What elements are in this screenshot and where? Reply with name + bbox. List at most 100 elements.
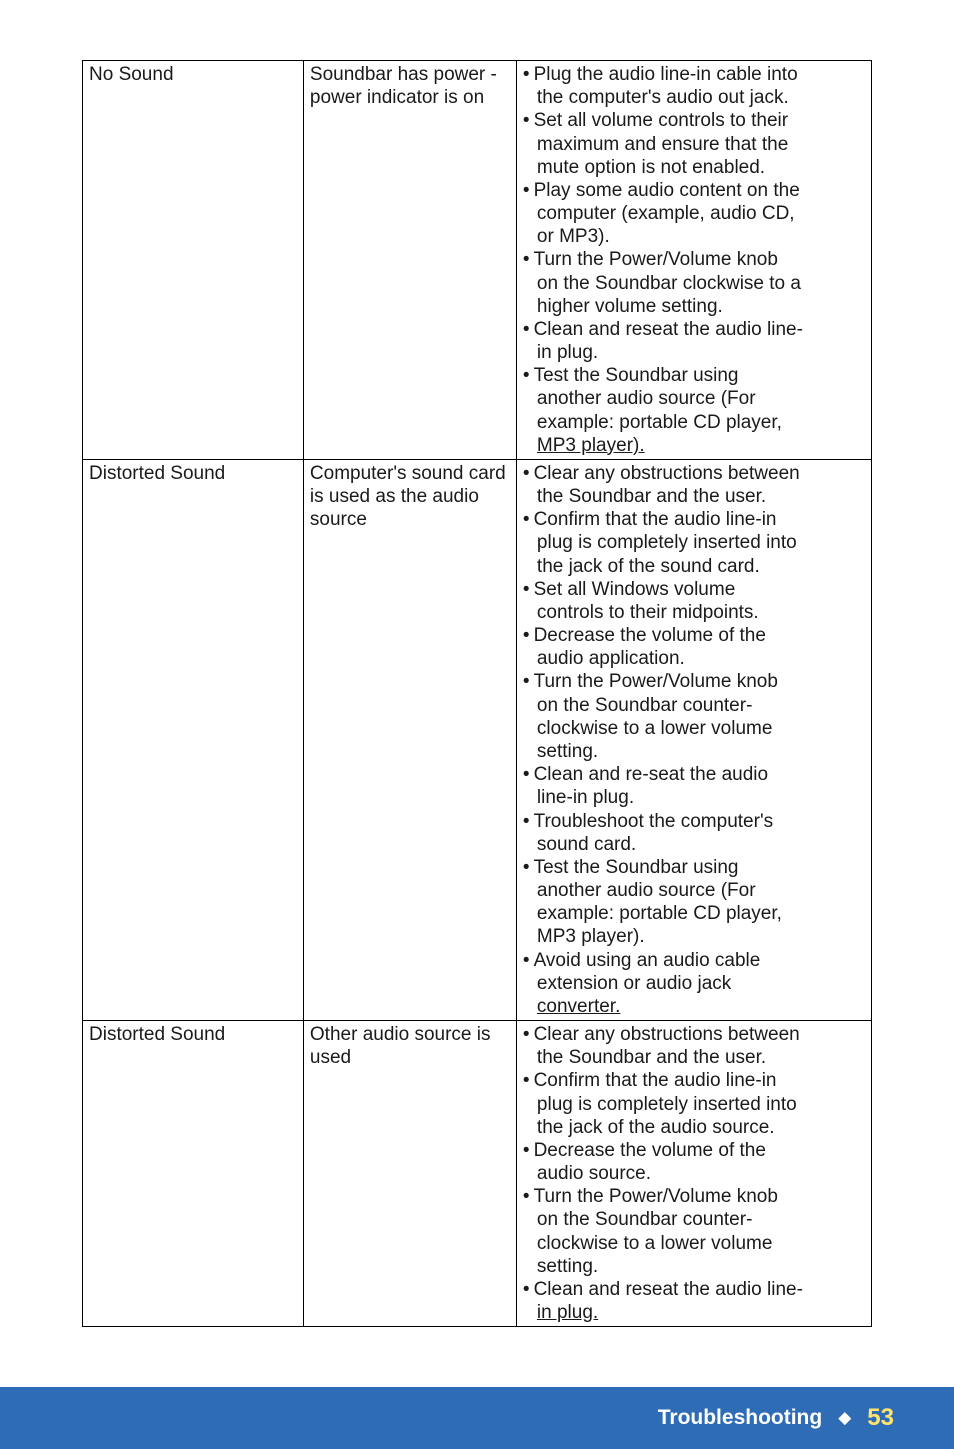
problem-cell: Distorted Sound [83,1021,304,1327]
solution-text: Play some audio content on the [534,179,865,202]
problem-cell: Distorted Sound [83,459,304,1020]
solution-item: •Test the Soundbar using [523,856,865,879]
solution-text-cont: another audio source (For [523,387,865,410]
bullet-icon: • [523,1185,534,1208]
solution-text-cont: setting. [523,1255,865,1278]
solution-text-cont: MP3 player). [523,925,865,948]
solution-text: Decrease the volume of the [534,624,865,647]
solution-text-cont: clockwise to a lower volume [523,1232,865,1255]
bullet-icon: • [523,508,534,531]
solution-text-cont: audio application. [523,647,865,670]
bullet-icon: • [523,318,534,341]
footer-page-number: 53 [867,1404,894,1432]
solution-text: Troubleshoot the computer's [534,810,865,833]
solution-text: Clean and reseat the audio line- [534,318,865,341]
solution-text: Confirm that the audio line-in [534,1069,865,1092]
solution-item: •Clear any obstructions between [523,462,865,485]
footer-separator-icon: ◆ [838,1408,851,1428]
bullet-icon: • [523,1278,534,1301]
solution-text: Clean and re-seat the audio [534,763,865,786]
solution-text-cont: example: portable CD player, [523,411,865,434]
solution-text-cont: higher volume setting. [523,295,865,318]
solution-item: •Decrease the volume of the [523,624,865,647]
bullet-icon: • [523,810,534,833]
solution-text: Set all Windows volume [534,578,865,601]
page-footer: Troubleshooting ◆ 53 [0,1387,954,1449]
solution-text: Test the Soundbar using [534,364,865,387]
bullet-icon: • [523,248,534,271]
solution-text: Decrease the volume of the [534,1139,865,1162]
solution-text-cont: line-in plug. [523,786,865,809]
solution-text-cont: on the Soundbar counter- [523,694,865,717]
bullet-icon: • [523,63,534,86]
bullet-icon: • [523,1139,534,1162]
solution-item: •Turn the Power/Volume knob [523,248,865,271]
solution-item: •Clean and reseat the audio line- [523,1278,865,1301]
solution-item: •Confirm that the audio line-in [523,1069,865,1092]
solution-text: Confirm that the audio line-in [534,508,865,531]
solution-item: •Turn the Power/Volume knob [523,670,865,693]
solution-text-cont: in plug. [523,341,865,364]
bullet-icon: • [523,856,534,879]
solution-text-cont: extension or audio jack [523,972,865,995]
solution-text-cont: computer (example, audio CD, [523,202,865,225]
solution-item: •Test the Soundbar using [523,364,865,387]
solution-text: Turn the Power/Volume knob [534,248,865,271]
solution-text-cont: the Soundbar and the user. [523,485,865,508]
solution-text-cont: plug is completely inserted into [523,531,865,554]
bullet-icon: • [523,949,534,972]
solution-text-cont: the computer's audio out jack. [523,86,865,109]
bullet-icon: • [523,1069,534,1092]
solution-item: •Clear any obstructions between [523,1023,865,1046]
solution-item: •Set all Windows volume [523,578,865,601]
solution-text: Clear any obstructions between [534,462,865,485]
solution-text-cont: mute option is not enabled. [523,156,865,179]
table-row: No SoundSoundbar has power - power indic… [83,61,872,460]
bullet-icon: • [523,624,534,647]
solution-item: •Troubleshoot the computer's [523,810,865,833]
solution-item: •Set all volume controls to their [523,109,865,132]
solution-text-cont: MP3 player). [523,434,865,457]
solution-text-cont: clockwise to a lower volume [523,717,865,740]
solution-text-cont: the jack of the audio source. [523,1116,865,1139]
solution-cell: •Clear any obstructions betweenthe Sound… [516,1021,871,1327]
solution-item: •Decrease the volume of the [523,1139,865,1162]
solution-text-cont: in plug. [523,1301,865,1324]
solution-text: Clean and reseat the audio line- [534,1278,865,1301]
solution-text-cont: on the Soundbar clockwise to a [523,272,865,295]
table-row: Distorted SoundOther audio source is use… [83,1021,872,1327]
solution-text-cont: sound card. [523,833,865,856]
bullet-icon: • [523,763,534,786]
solution-text: Avoid using an audio cable [534,949,865,972]
solution-item: •Avoid using an audio cable [523,949,865,972]
solution-text-cont: the jack of the sound card. [523,555,865,578]
solution-text-cont: controls to their midpoints. [523,601,865,624]
footer-section-title: Troubleshooting [658,1406,822,1430]
solution-item: •Clean and re-seat the audio [523,763,865,786]
solution-item: •Turn the Power/Volume knob [523,1185,865,1208]
bullet-icon: • [523,670,534,693]
solution-item: •Clean and reseat the audio line- [523,318,865,341]
solution-text-cont: or MP3). [523,225,865,248]
bullet-icon: • [523,179,534,202]
solution-item: •Play some audio content on the [523,179,865,202]
bullet-icon: • [523,109,534,132]
solution-text-cont: converter. [523,995,865,1018]
bullet-icon: • [523,578,534,601]
solution-text-cont: plug is completely inserted into [523,1093,865,1116]
solution-text-cont: audio source. [523,1162,865,1185]
solution-cell: •Plug the audio line-in cable intothe co… [516,61,871,460]
solution-text: Test the Soundbar using [534,856,865,879]
solution-text-cont: setting. [523,740,865,763]
solution-text: Turn the Power/Volume knob [534,670,865,693]
solution-text: Plug the audio line-in cable into [534,63,865,86]
solution-text-cont: maximum and ensure that the [523,133,865,156]
solution-text: Turn the Power/Volume knob [534,1185,865,1208]
solution-text: Set all volume controls to their [534,109,865,132]
solution-item: •Confirm that the audio line-in [523,508,865,531]
solution-cell: •Clear any obstructions betweenthe Sound… [516,459,871,1020]
page-content: No SoundSoundbar has power - power indic… [0,0,954,1327]
solution-text-cont: example: portable CD player, [523,902,865,925]
table-row: Distorted SoundComputer's sound card is … [83,459,872,1020]
solution-text-cont: another audio source (For [523,879,865,902]
